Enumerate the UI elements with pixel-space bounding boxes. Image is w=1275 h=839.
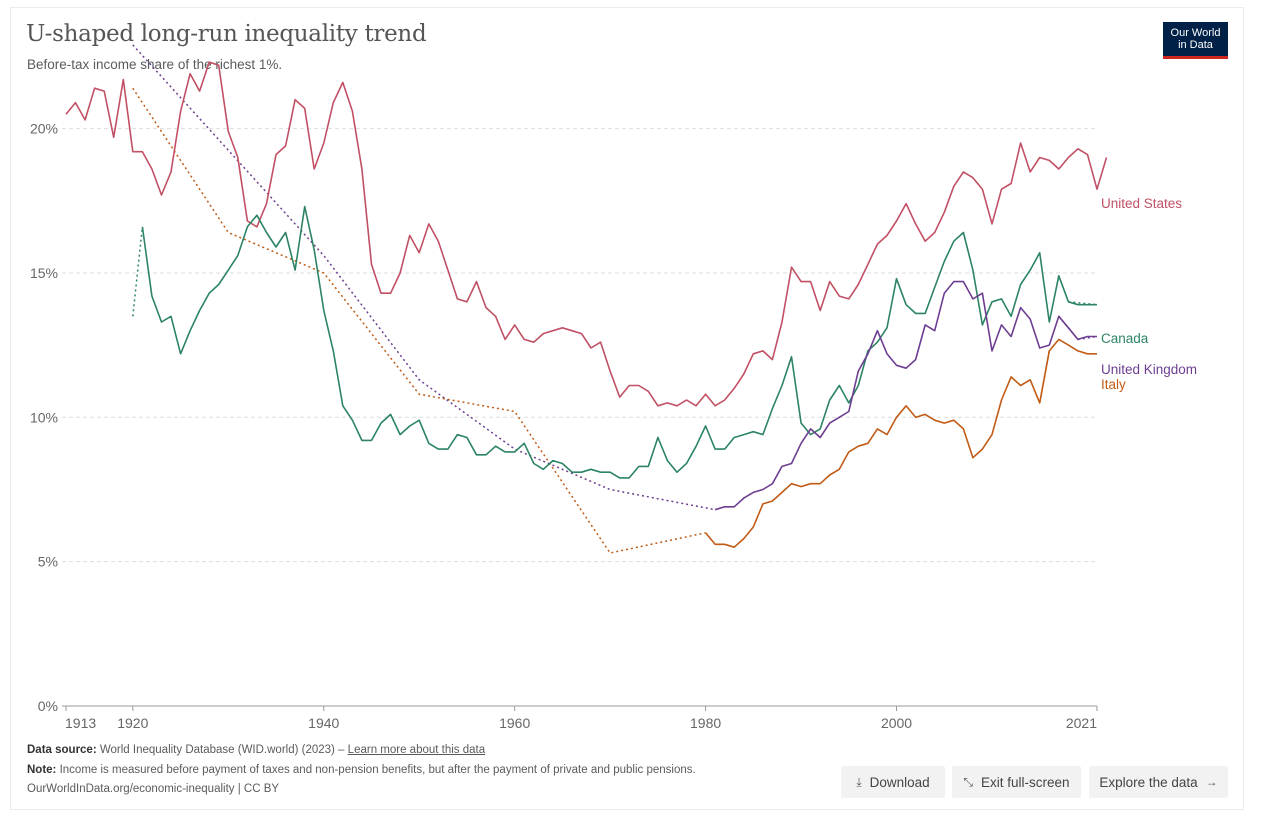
chart-card	[10, 7, 1244, 810]
data-source-line: Data source: World Inequality Database (…	[27, 744, 485, 756]
dotted-segment-united-kingdom	[132, 44, 716, 511]
x-tick-label: 1920	[117, 715, 148, 731]
series-line-united-states	[65, 61, 1108, 407]
learn-more-link[interactable]: Learn more about this data	[347, 744, 486, 756]
logo-line-1: Our World	[1170, 27, 1221, 39]
series-label-canada[interactable]: Canada	[1101, 331, 1149, 346]
x-tick-label: 1940	[308, 715, 339, 731]
exit-fullscreen-label: Exit full-screen	[981, 774, 1070, 790]
note-text: Income is measured before payment of tax…	[59, 764, 696, 776]
y-tick-label: 5%	[38, 554, 58, 570]
x-tick-label: 1980	[690, 715, 721, 731]
x-tick-label: 2021	[1066, 715, 1097, 731]
y-tick-label: 0%	[38, 698, 58, 714]
y-tick-label: 20%	[30, 121, 58, 137]
arrow-right-icon: →	[1205, 775, 1218, 789]
download-icon: ⤓	[856, 774, 862, 789]
explore-label: Explore the data	[1099, 774, 1198, 790]
dotted-segment-italy	[132, 87, 706, 554]
page-title: U-shaped long-run inequality trend	[26, 21, 427, 47]
x-axis: 1913 1920 1940 1960 1980 2000 2021	[65, 706, 1098, 731]
exit-fullscreen-button[interactable]: ⤡ Exit full-screen	[952, 766, 1081, 798]
gridlines	[62, 128, 1097, 707]
download-label: Download	[869, 774, 930, 790]
collapse-icon: ⤡	[963, 774, 974, 789]
series-line-united-kingdom	[714, 280, 1097, 511]
y-tick-label: 10%	[30, 409, 58, 425]
series-label-italy[interactable]: Italy	[1101, 377, 1126, 392]
explore-data-button[interactable]: Explore the data →	[1089, 766, 1228, 798]
series-label-united-states[interactable]: United States	[1101, 196, 1182, 211]
series-line-canada	[141, 205, 1097, 479]
source-label: Data source:	[27, 744, 97, 756]
y-axis: 0% 5% 10% 15% 20%	[30, 121, 58, 714]
y-tick-label: 15%	[30, 265, 58, 281]
series-line-italy	[704, 338, 1097, 548]
x-tick-label: 2000	[881, 715, 912, 731]
x-tick-label: 1960	[499, 715, 530, 731]
line-chart: 0% 5% 10% 15% 20% 1913 1920 1940 1960 1980 2000 20…	[30, 44, 1197, 731]
page-subtitle: Before-tax income share of the richest 1…	[27, 57, 283, 72]
owid-logo[interactable]: Our World in Data	[1163, 22, 1228, 59]
x-tick-label: 1913	[65, 715, 96, 731]
credit-line[interactable]: OurWorldInData.org/economic-inequality |…	[27, 783, 280, 795]
series-lines	[65, 61, 1108, 548]
note-label: Note:	[27, 764, 57, 776]
download-button[interactable]: ⤓ Download	[841, 766, 945, 798]
source-text: World Inequality Database (WID.world) (2…	[99, 744, 345, 756]
series-label-united-kingdom[interactable]: United Kingdom	[1101, 362, 1197, 377]
dotted-series-segments	[132, 44, 1098, 554]
logo-line-2: in Data	[1178, 39, 1213, 51]
note-line: Note: Income is measured before payment …	[27, 764, 696, 776]
dotted-segment-canada	[132, 226, 144, 317]
